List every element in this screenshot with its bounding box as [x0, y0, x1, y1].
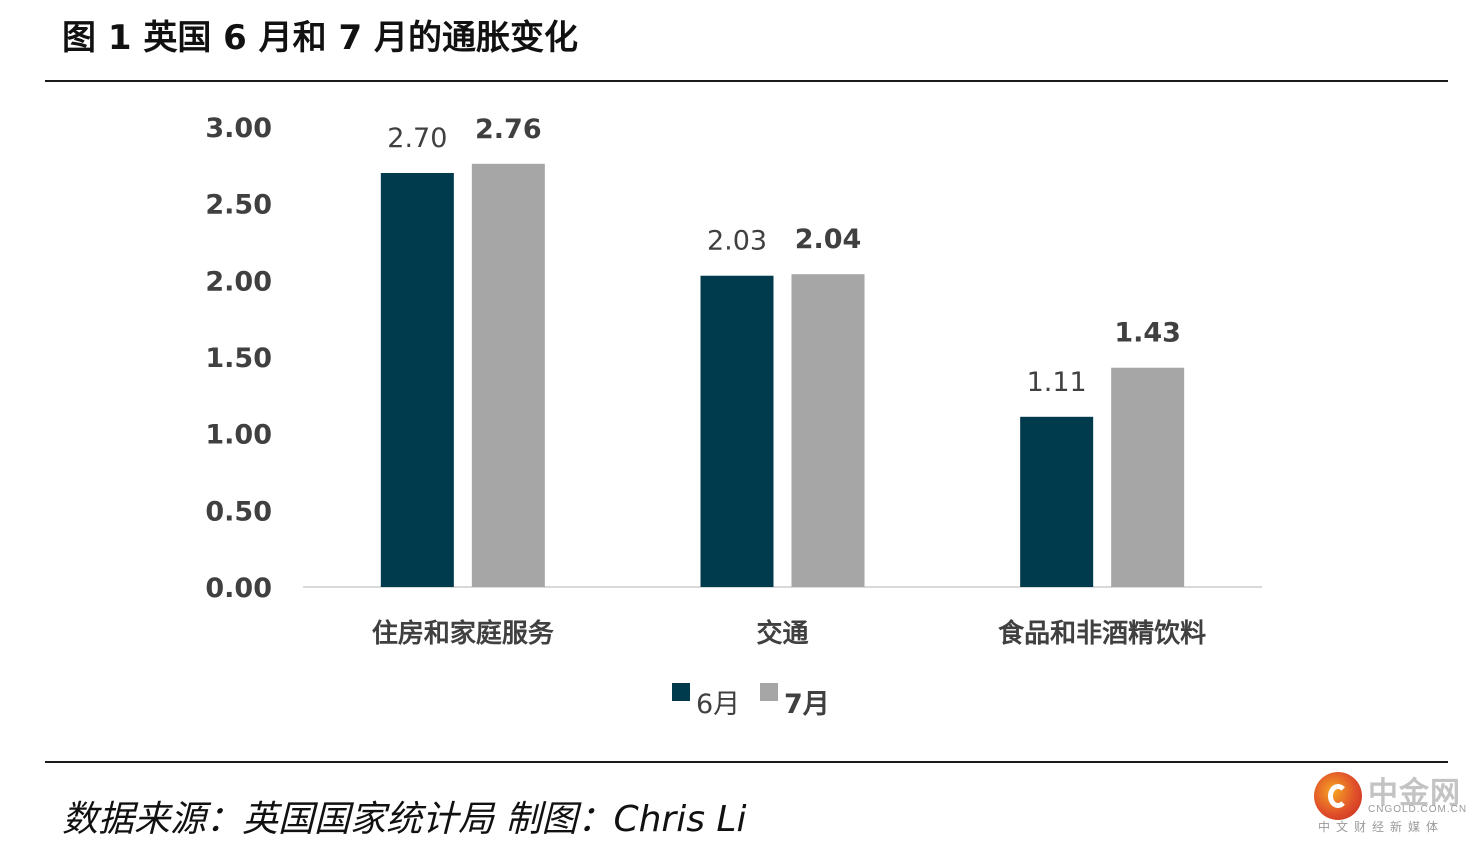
legend-label: 6月 [696, 689, 740, 720]
data-label: 2.03 [707, 226, 767, 257]
bar [700, 275, 774, 587]
cngold-logo: 中金网 CNGOLD.COM.CN 中文财经新媒体 [1312, 768, 1472, 838]
category-label: 食品和非酒精饮料 [998, 618, 1206, 649]
data-label: 2.76 [475, 114, 542, 145]
legend-swatch [760, 683, 778, 701]
bar-chart: 0.00 0.50 1.00 1.50 2.00 2.50 3.00 2.70 2.76 住房和家… [205, 113, 1262, 720]
y-tick-label: 2.00 [205, 266, 272, 297]
category-label: 交通 [756, 618, 808, 649]
bar [380, 173, 454, 587]
bar [471, 163, 545, 588]
y-tick-label: 1.50 [205, 343, 272, 374]
y-tick-label: 1.00 [205, 420, 272, 451]
bottom-divider [45, 761, 1448, 763]
data-label: 2.04 [795, 224, 862, 255]
logo-domain: CNGOLD.COM.CN [1368, 804, 1468, 815]
chart-title: 图 1 英国 6 月和 7 月的通胀变化 [62, 18, 578, 58]
data-label: 2.70 [387, 123, 447, 154]
y-tick-label: 0.50 [205, 496, 272, 527]
y-tick-label: 0.00 [205, 573, 272, 604]
y-tick-label: 2.50 [205, 190, 272, 221]
legend-label: 7月 [784, 689, 830, 720]
legend-swatch [672, 683, 690, 701]
logo-tagline: 中文财经新媒体 [1318, 820, 1445, 834]
bar [791, 274, 865, 587]
source-note: 数据来源：英国国家统计局 制图：Chris Li [62, 799, 747, 840]
logo-name: 中金网 [1368, 776, 1461, 811]
top-divider [45, 80, 1448, 82]
category-label: 住房和家庭服务 [372, 618, 554, 649]
data-label: 1.43 [1114, 318, 1181, 349]
bar [1020, 416, 1094, 587]
data-label: 1.11 [1027, 367, 1087, 398]
y-tick-label: 3.00 [205, 113, 272, 144]
bar [1111, 367, 1185, 587]
cngold-logo-icon [1314, 772, 1362, 820]
